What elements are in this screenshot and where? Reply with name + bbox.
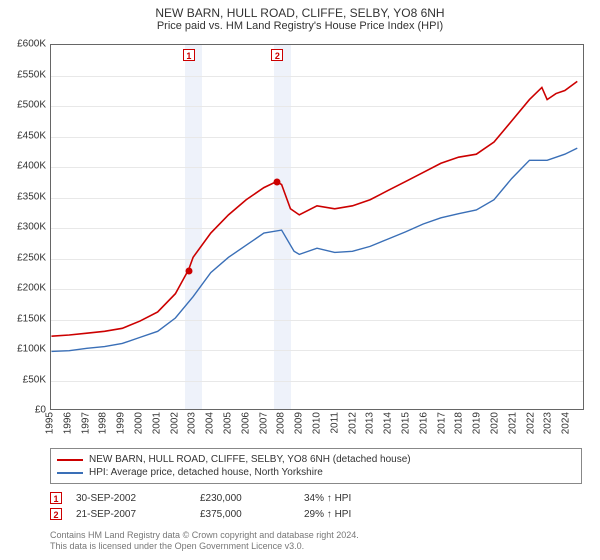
sale-marker-box: 1 <box>183 49 195 61</box>
marker-row: 1 30-SEP-2002 £230,000 34% ↑ HPI <box>50 490 582 506</box>
marker-pct: 34% ↑ HPI <box>304 493 424 504</box>
x-tick-label: 1996 <box>62 412 73 434</box>
y-tick-label: £500K <box>2 100 46 111</box>
x-tick-label: 2021 <box>507 412 518 434</box>
chart-plot-area: 12 <box>50 44 584 410</box>
y-tick-label: £600K <box>2 39 46 50</box>
x-tick-label: 2010 <box>312 412 323 434</box>
x-tick-label: 2024 <box>561 412 572 434</box>
legend-swatch <box>57 459 83 461</box>
x-tick-label: 2007 <box>258 412 269 434</box>
y-tick-label: £150K <box>2 313 46 324</box>
y-tick-label: £350K <box>2 191 46 202</box>
x-tick-label: 2002 <box>169 412 180 434</box>
chart-title: NEW BARN, HULL ROAD, CLIFFE, SELBY, YO8 … <box>0 0 600 20</box>
x-tick-label: 2013 <box>365 412 376 434</box>
y-tick-label: £400K <box>2 161 46 172</box>
legend-label: HPI: Average price, detached house, Nort… <box>89 467 323 478</box>
marker-price: £375,000 <box>200 509 290 520</box>
x-tick-label: 2023 <box>543 412 554 434</box>
legend-box: NEW BARN, HULL ROAD, CLIFFE, SELBY, YO8 … <box>50 448 582 484</box>
legend-swatch <box>57 472 83 474</box>
footer-line: This data is licensed under the Open Gov… <box>50 541 582 552</box>
x-tick-label: 2016 <box>418 412 429 434</box>
y-tick-label: £50K <box>2 374 46 385</box>
x-tick-label: 2008 <box>276 412 287 434</box>
x-tick-label: 2009 <box>294 412 305 434</box>
x-tick-label: 2020 <box>490 412 501 434</box>
x-tick-label: 1998 <box>98 412 109 434</box>
x-tick-label: 2001 <box>151 412 162 434</box>
marker-pct: 29% ↑ HPI <box>304 509 424 520</box>
x-tick-label: 2014 <box>383 412 394 434</box>
y-tick-label: £250K <box>2 252 46 263</box>
sale-point <box>274 179 281 186</box>
marker-table: 1 30-SEP-2002 £230,000 34% ↑ HPI 2 21-SE… <box>50 490 582 522</box>
x-tick-label: 2018 <box>454 412 465 434</box>
chart-svg <box>51 45 583 409</box>
x-tick-label: 2006 <box>240 412 251 434</box>
y-tick-label: £200K <box>2 283 46 294</box>
x-tick-label: 2003 <box>187 412 198 434</box>
footer-line: Contains HM Land Registry data © Crown c… <box>50 530 582 541</box>
x-tick-label: 1997 <box>80 412 91 434</box>
x-tick-label: 2015 <box>401 412 412 434</box>
marker-id-box: 2 <box>50 508 62 520</box>
y-tick-label: £100K <box>2 344 46 355</box>
chart-subtitle: Price paid vs. HM Land Registry's House … <box>0 20 600 36</box>
y-tick-label: £300K <box>2 222 46 233</box>
x-tick-label: 1999 <box>116 412 127 434</box>
marker-id-box: 1 <box>50 492 62 504</box>
y-tick-label: £450K <box>2 130 46 141</box>
marker-row: 2 21-SEP-2007 £375,000 29% ↑ HPI <box>50 506 582 522</box>
x-tick-label: 2005 <box>223 412 234 434</box>
y-tick-label: £550K <box>2 69 46 80</box>
x-tick-label: 2017 <box>436 412 447 434</box>
series-line <box>51 81 577 336</box>
x-tick-label: 2012 <box>347 412 358 434</box>
x-tick-label: 2004 <box>205 412 216 434</box>
x-tick-label: 2022 <box>525 412 536 434</box>
marker-date: 21-SEP-2007 <box>76 509 186 520</box>
legend-label: NEW BARN, HULL ROAD, CLIFFE, SELBY, YO8 … <box>89 454 411 465</box>
marker-price: £230,000 <box>200 493 290 504</box>
x-tick-label: 2011 <box>329 412 340 434</box>
x-tick-label: 2019 <box>472 412 483 434</box>
legend-item: NEW BARN, HULL ROAD, CLIFFE, SELBY, YO8 … <box>57 453 575 466</box>
sale-marker-box: 2 <box>271 49 283 61</box>
legend-item: HPI: Average price, detached house, Nort… <box>57 466 575 479</box>
marker-date: 30-SEP-2002 <box>76 493 186 504</box>
sale-point <box>185 267 192 274</box>
x-tick-label: 2000 <box>134 412 145 434</box>
series-line <box>51 148 577 351</box>
y-tick-label: £0 <box>2 405 46 416</box>
x-tick-label: 1995 <box>45 412 56 434</box>
footer-attribution: Contains HM Land Registry data © Crown c… <box>50 530 582 553</box>
